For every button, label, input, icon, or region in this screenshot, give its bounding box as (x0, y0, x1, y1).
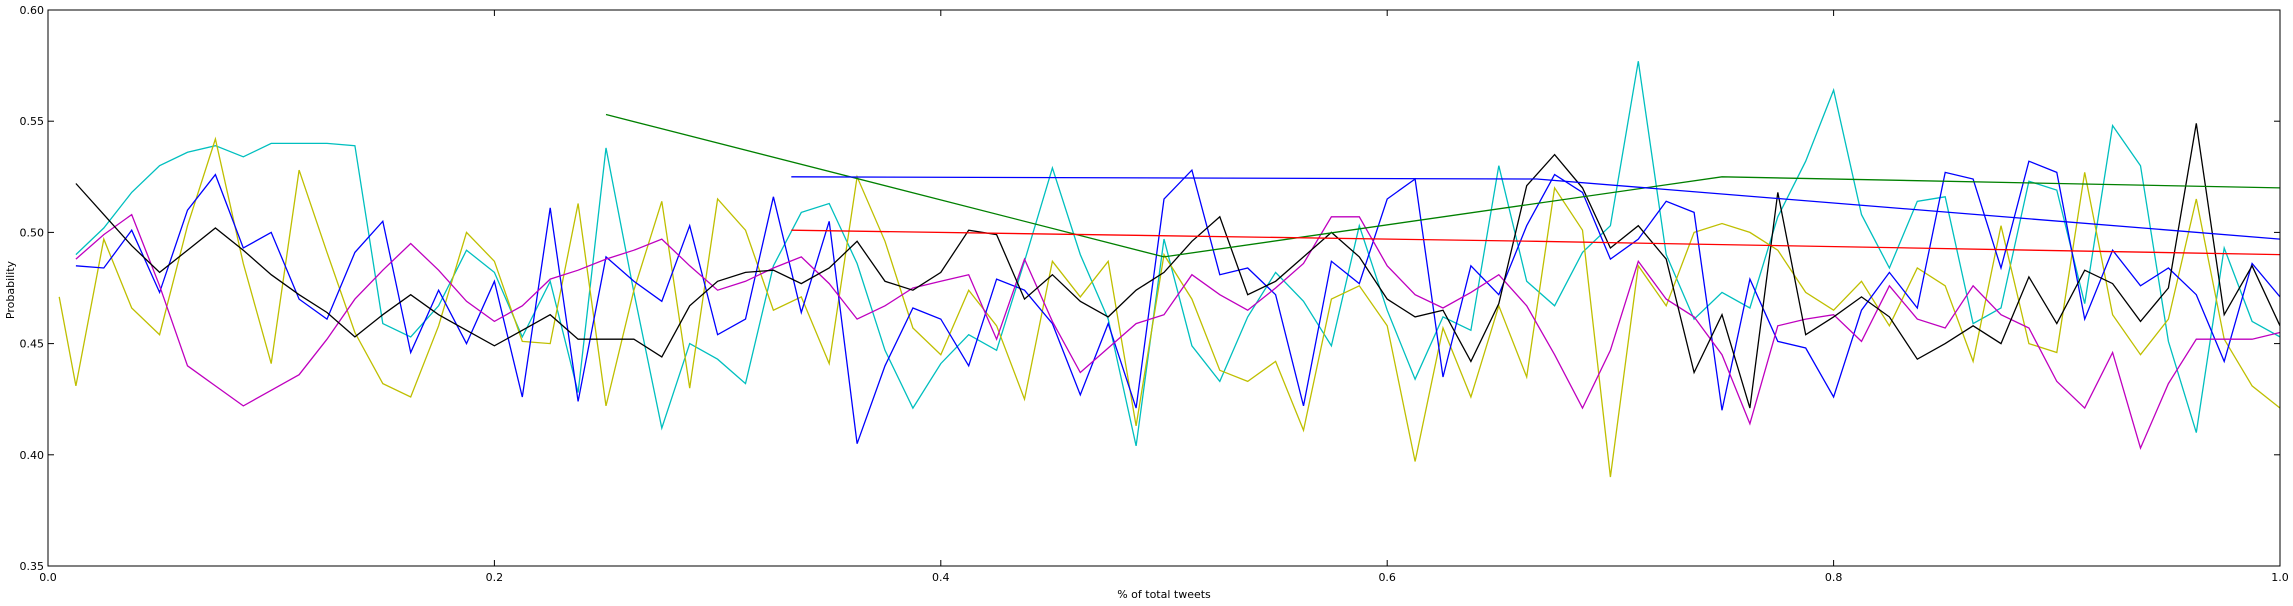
series-line-6 (605, 113, 2280, 258)
series-line-8 (791, 229, 2280, 256)
x-tick-label: 0.6 (1378, 571, 1396, 584)
y-tick-label: 0.40 (20, 449, 45, 462)
series-line-2 (58, 136, 2280, 478)
series-line-1 (75, 61, 2280, 447)
series-line-7 (791, 176, 2280, 240)
x-tick-label: 0.0 (39, 571, 57, 584)
axis-ticks: 0.0 0.2 0.4 0.6 0.8 1.0 0.35 0.40 0.45 0.50 0.55 0.… (20, 4, 2289, 584)
x-tick-label: 1.0 (2271, 571, 2289, 584)
x-tick-label: 0.4 (932, 571, 950, 584)
y-tick-label: 0.55 (20, 115, 45, 128)
x-tick-label: 0.2 (486, 571, 504, 584)
y-tick-label: 0.60 (20, 4, 45, 17)
plot-background (48, 10, 2280, 566)
series-line-5 (75, 123, 2280, 409)
y-axis-label: Probability (4, 260, 17, 319)
series-layer (58, 61, 2280, 478)
plot-frame (47, 9, 2281, 567)
y-tick-label: 0.45 (20, 338, 45, 351)
y-tick-label: 0.35 (20, 560, 45, 573)
series-line-4 (75, 213, 2280, 451)
x-axis-label: % of total tweets (1117, 588, 1211, 601)
y-tick-label: 0.50 (20, 226, 45, 239)
x-tick-label: 0.8 (1825, 571, 1843, 584)
